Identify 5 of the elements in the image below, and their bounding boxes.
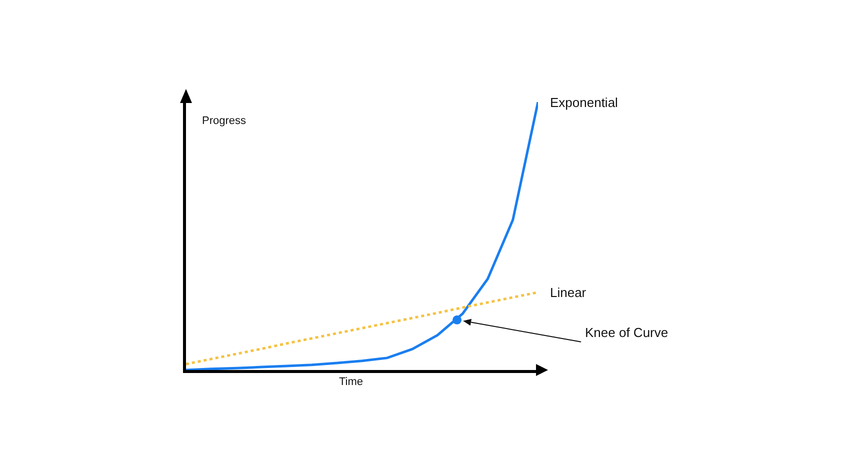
y-axis-title: Progress — [202, 115, 247, 127]
text: Knee of Curve — [585, 325, 668, 340]
series-label: Linear — [550, 285, 587, 300]
x-axis-title: Time — [339, 376, 364, 388]
series-label: Exponential — [550, 95, 618, 110]
